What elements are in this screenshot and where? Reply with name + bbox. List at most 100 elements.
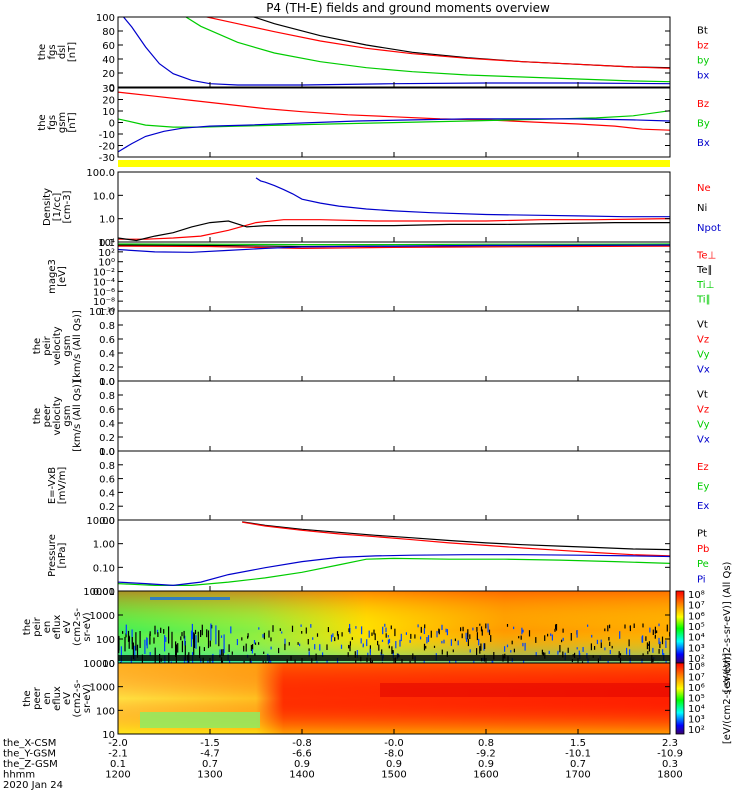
series-pressure-Pi [118, 554, 670, 587]
legend-density-1: Ni [697, 203, 707, 214]
legend-peir_velocity-2: Vy [697, 350, 710, 361]
ephem-label: the_X-CSM [3, 738, 56, 749]
ylabel-temperature: mage3 [47, 259, 58, 294]
legend-fgs_gsm-1: By [697, 119, 710, 130]
ylabel-fgs_dsl: dsl [57, 45, 68, 59]
ylabel-efield: E=-VxB [47, 467, 58, 504]
ylabel-peer_spectrum: (cm2-s- [72, 679, 83, 717]
legend-temperature-3: Ti∥ [696, 295, 711, 306]
ephem-value: 0.8 [478, 738, 494, 749]
legend-pressure-1: Pb [697, 544, 709, 555]
colorbar-tick: 10⁴ [688, 704, 705, 715]
ytick-label: 10² [98, 248, 115, 259]
ylabel-fgs_gsm: gsm [57, 112, 68, 133]
legend-temperature-2: Ti⊥ [696, 280, 714, 291]
ytick-label: 10⁻² [93, 268, 115, 279]
ephem-value: 1200 [105, 770, 130, 781]
ytick-label: 0.01 [93, 587, 115, 598]
ephem-value: 0.9 [386, 759, 402, 770]
ylabel-peer_velocity: [km/s (All Qs)] [72, 380, 83, 452]
colorbar-tick: 10⁶ [688, 611, 705, 622]
ytick-label: 0.8 [99, 321, 115, 332]
colorbar-peer_spectrum [675, 662, 685, 735]
ytick-label: 1.0 [99, 215, 115, 226]
ytick-label: -20 [99, 142, 115, 153]
legend-fgs_gsm-2: Bx [697, 138, 710, 149]
ylabel-peir_spectrum: sr-eV) [82, 612, 93, 641]
ytick-label: 100 [96, 635, 115, 646]
ytick-label: 0.2 [99, 433, 115, 444]
ylabel-fgs_gsm: the [37, 114, 48, 130]
ytick-label: 10 [102, 659, 115, 670]
ylabel-peir_spectrum: (cm2-s- [72, 608, 83, 646]
legend-peer_velocity-0: Vt [697, 390, 708, 401]
ephem-value: 1400 [289, 770, 314, 781]
ylabel-pressure: [nPa] [57, 542, 68, 568]
ytick-label: 10⁻⁸ [93, 297, 115, 308]
ylabel-peer_velocity: peer [42, 404, 53, 428]
ephem-value: 1500 [381, 770, 406, 781]
ylabel-peir_spectrum: the [22, 619, 33, 635]
legend-temperature-1: Te∥ [696, 265, 713, 276]
ylabel-temperature: [eV] [57, 266, 68, 287]
ytick-label: 10 [102, 730, 115, 741]
ephem-value: 0.7 [570, 759, 586, 770]
series-density-Npot [255, 177, 670, 218]
ytick-label: 60 [102, 41, 115, 52]
ylabel-peer_spectrum: sr-eV) [82, 684, 93, 713]
ytick-label: 1.00 [93, 540, 115, 551]
colorbar-label-peir_spectrum: [eV/(cm2-s-sr-eV)] (All Qs) [722, 561, 733, 692]
legend-fgs_gsm-0: Bz [697, 99, 709, 110]
ephem-value: 1300 [197, 770, 222, 781]
ephem-value: -10.9 [657, 749, 683, 760]
ytick-label: 1000 [90, 683, 115, 694]
colorbar-tick: 10⁵ [688, 622, 705, 633]
ylabel-peir_velocity: peir [42, 335, 53, 355]
ephem-value: -8.0 [384, 749, 404, 760]
legend-efield-0: Ez [697, 462, 709, 473]
colorbar-tick: 10² [688, 725, 705, 736]
legend-pressure-3: Pi [697, 574, 706, 585]
ytick-label: 20 [102, 96, 115, 107]
colorbar-tick: 10⁶ [688, 683, 705, 694]
ylabel-peir_velocity: the [32, 338, 43, 354]
ytick-label: 0.0 [99, 447, 115, 458]
ephem-value: -2.1 [108, 749, 128, 760]
ephem-value: -9.2 [476, 749, 496, 760]
legend-peir_velocity-3: Vx [697, 365, 710, 376]
series-pressure-Pb [242, 521, 670, 557]
ephem-value: 1600 [473, 770, 498, 781]
ylabel-peir_velocity: [km/s (All Qs)] [72, 310, 83, 382]
ytick-label: 1.0 [99, 447, 115, 458]
ylabel-density: [cm-3] [62, 190, 73, 223]
ylabel-peer_velocity: the [32, 408, 43, 424]
ephem-value: 1700 [565, 770, 590, 781]
legend-density-0: Ne [697, 183, 711, 194]
ylabel-peir_spectrum: en [42, 621, 53, 634]
ephem-label: the_Z-GSM [3, 759, 58, 770]
ephem-value: 2.3 [662, 738, 678, 749]
ylabel-peir_spectrum: peir [32, 616, 43, 636]
series-density-Ni [118, 220, 670, 242]
legend-peer_velocity-1: Vz [697, 405, 709, 416]
ephem-value: -6.6 [292, 749, 312, 760]
colorbar-tick: 10⁸ [688, 662, 705, 673]
ytick-label: 0 [109, 119, 115, 130]
series-fgs_dsl-bz [203, 17, 670, 69]
ylabel-peir_velocity: velocity [52, 326, 63, 365]
series-fgs_dsl-by [184, 17, 670, 83]
ytick-label: 0.6 [99, 405, 115, 416]
ytick-label: 100.0 [86, 168, 115, 179]
ytick-label: 0.4 [99, 349, 115, 360]
legend-temperature-0: Te⊥ [696, 250, 716, 261]
ytick-label: 10000 [83, 587, 115, 598]
ytick-label: 0.0 [99, 377, 115, 388]
legend-peer_velocity-3: Vx [697, 435, 710, 446]
ephem-value: 1800 [657, 770, 682, 781]
ephem-label: hhmm [3, 770, 35, 781]
legend-pressure-0: Pt [697, 529, 707, 540]
colorbar-tick: 10⁸ [688, 590, 705, 601]
series-fgs_gsm-By [118, 110, 670, 128]
ephem-value: -4.7 [200, 749, 220, 760]
